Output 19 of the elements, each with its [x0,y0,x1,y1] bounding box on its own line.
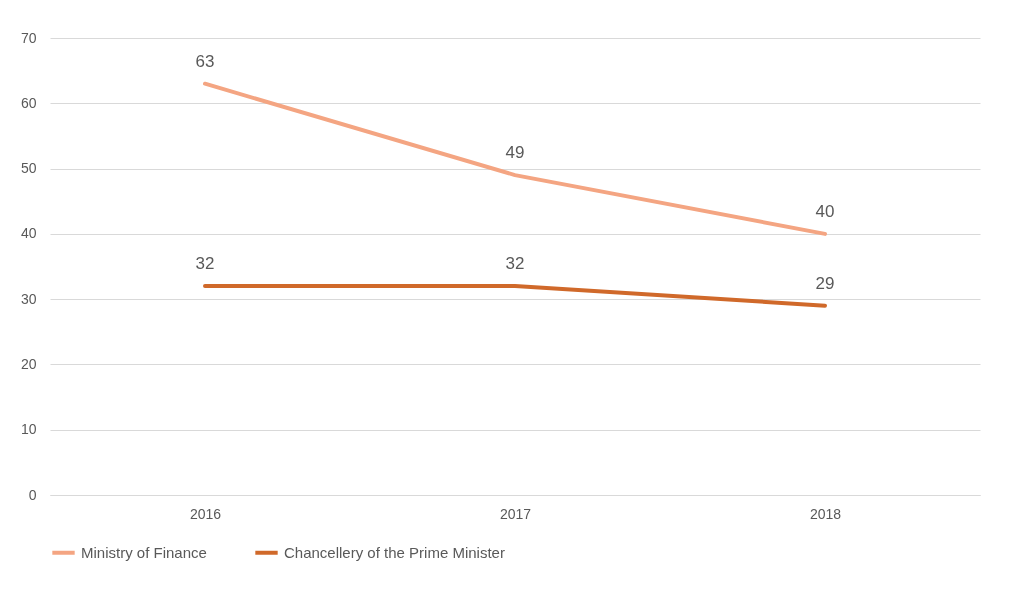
y-tick-label: 10 [20,421,37,438]
data-label: 32 [505,254,525,274]
data-label: 40 [815,201,835,221]
y-tick-label: 40 [20,225,37,242]
y-tick-label: 60 [20,94,37,111]
x-tick-label: 2016 [189,505,222,522]
data-label: 32 [195,254,215,274]
x-tick-label: 2018 [809,505,842,522]
y-tick-label: 30 [20,290,37,307]
y-tick-label: 50 [20,160,37,177]
legend-label: Ministry of Finance [81,543,207,561]
legend-label: Chancellery of the Prime Minister [284,543,505,561]
y-tick-label: 0 [28,486,37,503]
data-label: 63 [195,51,215,71]
x-tick-label: 2017 [499,505,532,522]
data-label: 49 [505,143,525,163]
y-tick-label: 70 [20,29,37,46]
y-tick-label: 20 [20,355,37,372]
data-label: 29 [815,273,835,293]
